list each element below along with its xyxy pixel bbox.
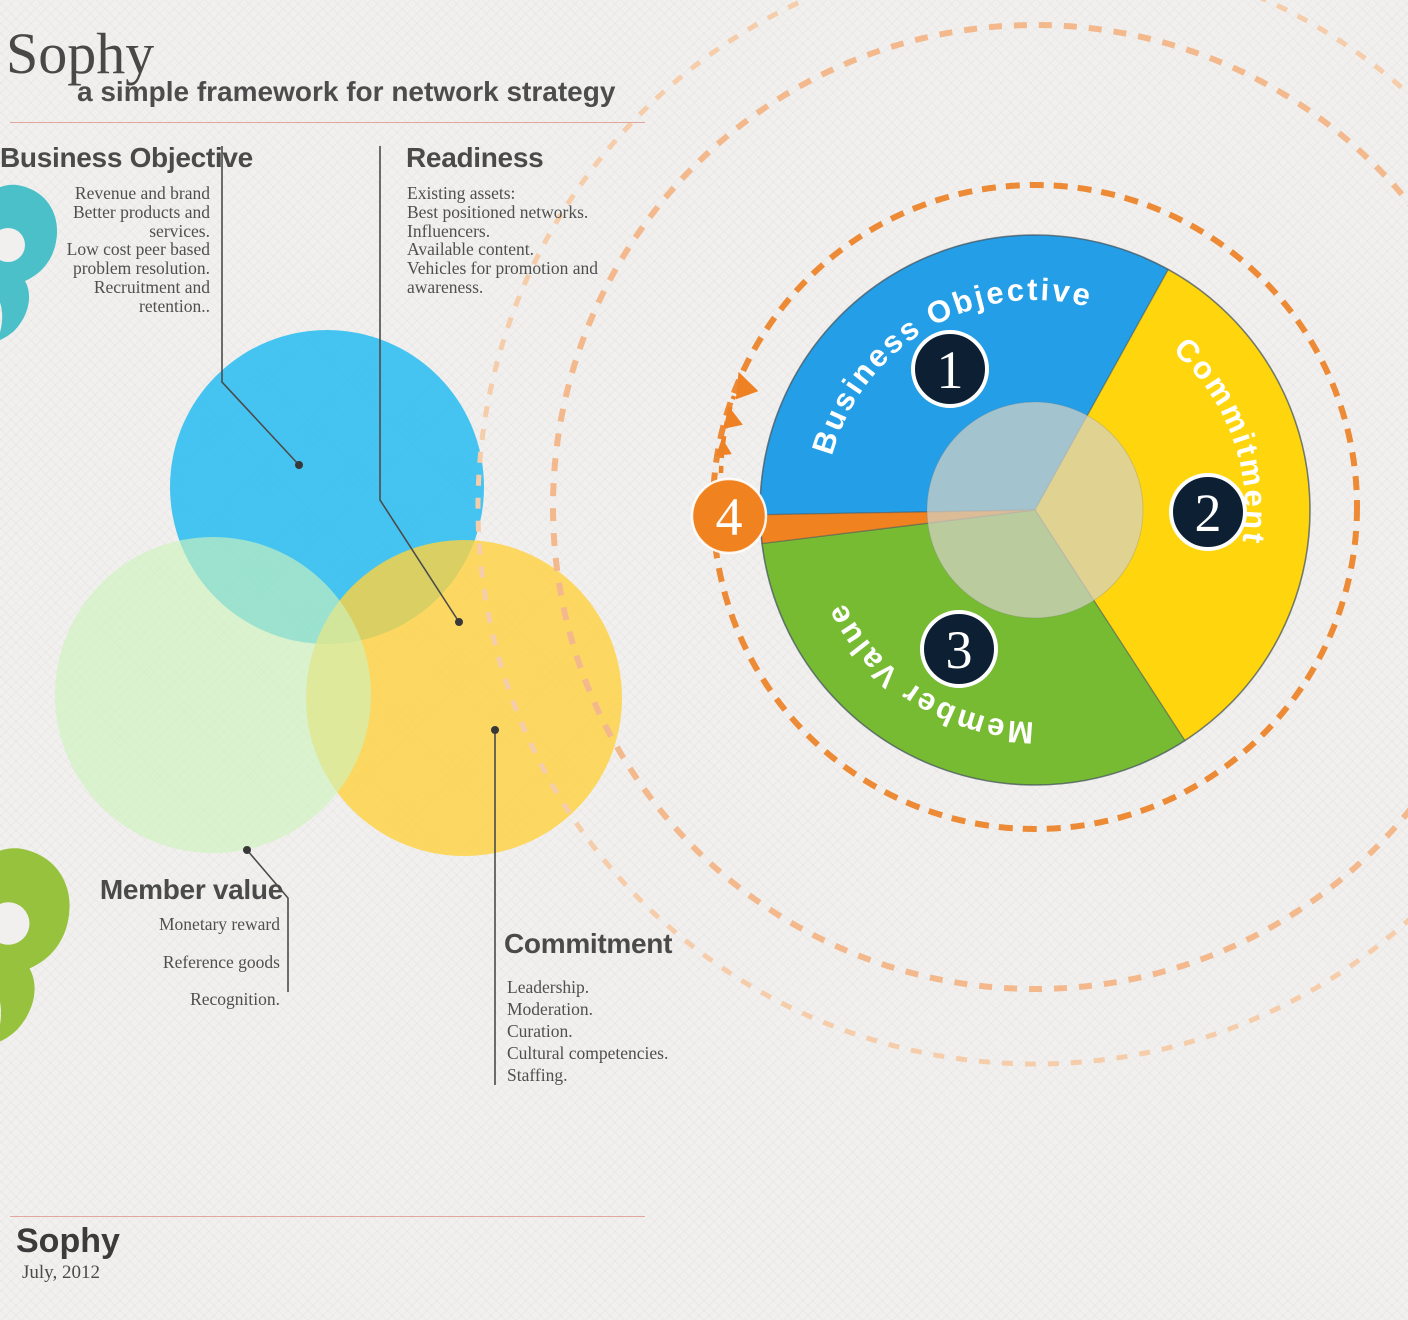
callout-dot-commitment bbox=[491, 726, 499, 734]
section-heading-commitment: Commitment bbox=[504, 928, 673, 959]
swirl-hole bbox=[0, 228, 25, 262]
strategy-cycle-pie: Business Objective Commitment Member Val… bbox=[690, 234, 1311, 786]
logo-swirl-bottom-icon bbox=[0, 848, 70, 1042]
callout-line-readiness bbox=[379, 146, 460, 623]
pie-badges: 1 2 3 4 bbox=[690, 330, 1247, 688]
divider-top bbox=[10, 122, 645, 123]
callout-dots bbox=[243, 461, 499, 854]
callout-lines bbox=[221, 146, 496, 1085]
callout-dot-readiness bbox=[455, 618, 463, 626]
footer-brand: Sophy bbox=[16, 1222, 120, 1260]
callout-dot-business-objective bbox=[295, 461, 303, 469]
pie-badge-4 bbox=[690, 477, 768, 555]
up-arrow-icon bbox=[715, 438, 732, 456]
callout-line-business-objective bbox=[221, 146, 300, 466]
up-arrow-icon bbox=[735, 371, 759, 400]
pie-badge-3 bbox=[920, 610, 998, 688]
page-title: Sophy bbox=[6, 21, 155, 86]
footer-date: July, 2012 bbox=[22, 1262, 100, 1283]
swirl-shape bbox=[0, 184, 58, 340]
section-heading-member-value: Member value bbox=[99, 874, 283, 905]
pie-badge-1 bbox=[911, 330, 989, 408]
callout-dot-member-value bbox=[243, 846, 251, 854]
logo-swirl-top-icon bbox=[0, 184, 58, 340]
pie-badge-1-number: 1 bbox=[937, 340, 964, 400]
section-body-business-objective: Revenue and brand Better products and se… bbox=[66, 183, 210, 316]
section-body-readiness: Existing assets: Best positioned network… bbox=[407, 183, 598, 297]
section-body-member-value: Monetary reward Reference goods Recognit… bbox=[159, 914, 280, 1009]
venn-circle-commitment bbox=[306, 540, 622, 856]
swirl-shape bbox=[0, 848, 70, 1042]
divider-bottom bbox=[10, 1216, 645, 1217]
orbit-circle-outer bbox=[550, 22, 1408, 992]
orbit-circle-outermost bbox=[475, 0, 1408, 1067]
section-body-commitment: Leadership. Moderation. Curation. Cultur… bbox=[507, 977, 669, 1085]
callout-line-member-value bbox=[246, 849, 289, 992]
swirl-hole bbox=[0, 902, 30, 945]
up-arrow-icon bbox=[723, 406, 743, 429]
pie-badge-4-number: 4 bbox=[716, 487, 743, 547]
pie-badge-2-number: 2 bbox=[1195, 483, 1222, 543]
page-subtitle: a simple framework for network strategy bbox=[77, 76, 616, 107]
section-heading-readiness: Readiness bbox=[406, 142, 544, 173]
orbit-arrows bbox=[715, 371, 759, 474]
venn-diagram bbox=[55, 146, 622, 1085]
pie-center-overlay bbox=[926, 401, 1144, 619]
pie-badge-2 bbox=[1169, 473, 1247, 551]
venn-circle-member-value bbox=[55, 537, 371, 853]
section-heading-business-objective: Business Objective bbox=[0, 142, 253, 173]
pie-badge-3-number: 3 bbox=[946, 620, 973, 680]
